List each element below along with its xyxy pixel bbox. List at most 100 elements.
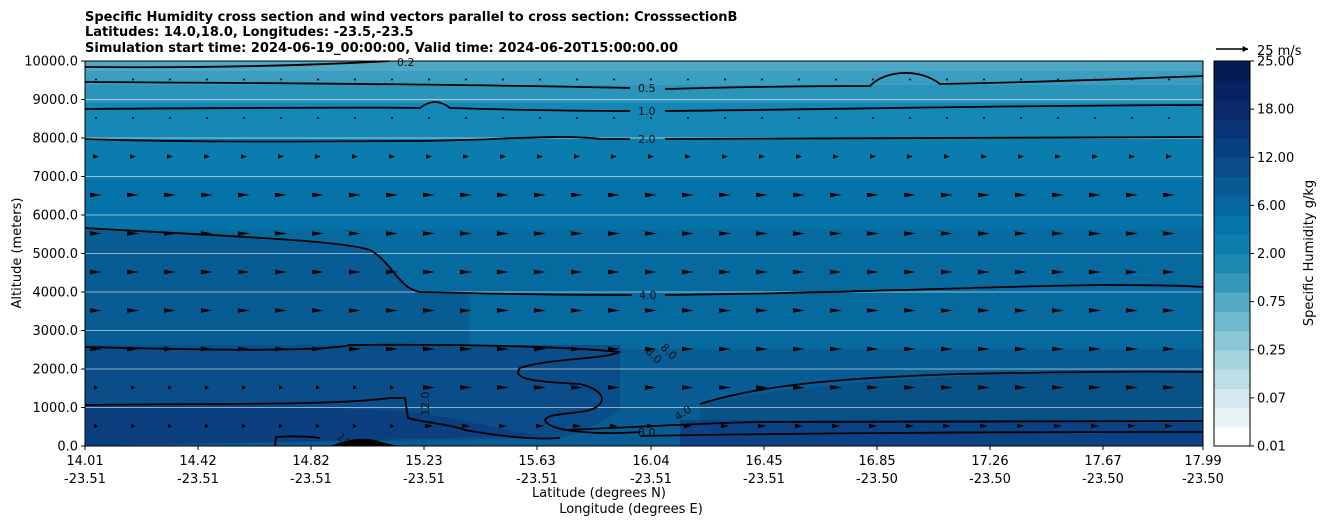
wind-arrow: [390, 385, 394, 390]
wind-arrow: [645, 269, 657, 275]
wind-arrow: [132, 117, 134, 119]
wind-arrow: [1126, 269, 1138, 275]
colorbar-segment: [1214, 157, 1250, 178]
wind-arrow: [465, 117, 467, 119]
wind-arrow: [127, 308, 139, 313]
wind-arrow: [946, 78, 948, 81]
wind-arrow: [164, 192, 176, 198]
x-tick-label-lon: -23.51: [630, 472, 672, 487]
wind-arrow: [724, 117, 726, 119]
contour-4-0: [85, 227, 1203, 296]
wind-arrow: [909, 117, 911, 119]
wind-arrow: [685, 154, 691, 159]
wind-arrow: [1126, 308, 1138, 313]
wind-arrow: [275, 308, 287, 313]
wind-arrow: [724, 78, 726, 81]
wind-arrow: [719, 192, 731, 198]
wind-arrow: [164, 308, 176, 313]
wind-arrow: [1126, 385, 1138, 390]
wind-arrow: [386, 269, 398, 275]
wind-arrow: [1163, 269, 1175, 275]
wind-arrow: [608, 385, 620, 390]
wind-arrow: [946, 117, 948, 119]
wind-arrow: [756, 346, 768, 352]
wind-arrow: [127, 192, 139, 198]
wind-arrow: [353, 385, 357, 390]
wind-arrow: [756, 308, 768, 313]
wind-arrow: [1163, 231, 1175, 236]
wind-arrow: [1128, 423, 1136, 429]
wind-arrow: [349, 346, 361, 352]
wind-arrow: [608, 346, 620, 352]
wind-arrow: [1126, 192, 1138, 198]
contour-label: 4.0: [639, 289, 657, 302]
contour-lines: [85, 61, 1203, 446]
wind-arrow: [127, 269, 139, 275]
wind-arrow: [169, 117, 171, 119]
wind-arrow: [576, 117, 578, 119]
wind-arrow: [870, 154, 876, 159]
wind-arrow: [201, 269, 213, 275]
wind-arrow: [94, 423, 98, 429]
wind-arrow: [687, 78, 689, 81]
wind-arrow: [90, 308, 102, 313]
contour-4-0-right: [699, 370, 1203, 405]
wind-arrow: [1015, 192, 1027, 198]
wind-arrow: [793, 346, 805, 352]
wind-arrow: [275, 192, 287, 198]
wind-arrow: [390, 423, 394, 429]
contour-12-core: [274, 435, 321, 446]
wind-arrow: [1089, 192, 1101, 198]
colorbar-tick-label: 18.00: [1257, 103, 1294, 118]
wind-arrow: [983, 117, 985, 119]
wind-arrow: [904, 192, 916, 198]
wind-arrow: [497, 231, 509, 236]
wind-arrow: [242, 423, 246, 429]
colorbar-segment: [1214, 272, 1250, 293]
wind-arrow: [904, 346, 916, 352]
colorbar-segment: [1214, 349, 1250, 370]
wind-arrow: [391, 117, 393, 119]
x-tick-label-lat: 16.04: [632, 454, 669, 469]
wind-arrow: [756, 385, 768, 390]
x-tick-label-lat: 16.85: [858, 454, 895, 469]
wind-arrow: [1052, 269, 1064, 275]
wind-arrow: [978, 385, 990, 390]
wind-arrow: [793, 385, 805, 390]
wind-arrow: [722, 154, 728, 159]
wind-arrow: [941, 385, 953, 390]
contour-8-0-lower: [564, 419, 1203, 431]
wind-arrow: [206, 117, 208, 119]
wind-arrow: [1052, 385, 1064, 390]
wind-arrow: [460, 192, 472, 198]
wind-arrow: [1054, 423, 1062, 429]
wind-arrow: [312, 308, 324, 313]
contour-label: 0.5: [638, 82, 656, 95]
wind-arrow: [978, 269, 990, 275]
colorbar-segment: [1214, 61, 1250, 81]
wind-arrow: [721, 423, 729, 429]
contour-surface: [639, 431, 1203, 437]
wind-arrow: [1166, 154, 1172, 159]
wind-arrow: [1163, 385, 1175, 390]
wind-arrow: [571, 192, 583, 198]
wind-arrow: [279, 423, 283, 429]
colorbar-tick-label: 2.00: [1257, 247, 1286, 262]
x-axis-label-latitude: Latitude (degrees N): [532, 486, 666, 501]
wind-arrow: [867, 269, 879, 275]
wind-arrow: [687, 117, 689, 119]
wind-arrow: [682, 231, 694, 236]
wind-arrow: [571, 385, 583, 390]
wind-arrow: [830, 192, 842, 198]
wind-arrow: [204, 154, 210, 159]
wind-arrow: [1052, 231, 1064, 236]
contour-label: 1.0: [638, 105, 656, 118]
wind-arrow: [460, 308, 472, 313]
contour-0-2: [85, 61, 391, 69]
wind-arrow: [793, 269, 805, 275]
wind-arrow: [574, 154, 580, 159]
colorbar-segment: [1214, 311, 1250, 332]
wind-arrow: [907, 154, 913, 159]
wind-arrow: [534, 385, 546, 390]
wind-arrow: [312, 269, 324, 275]
